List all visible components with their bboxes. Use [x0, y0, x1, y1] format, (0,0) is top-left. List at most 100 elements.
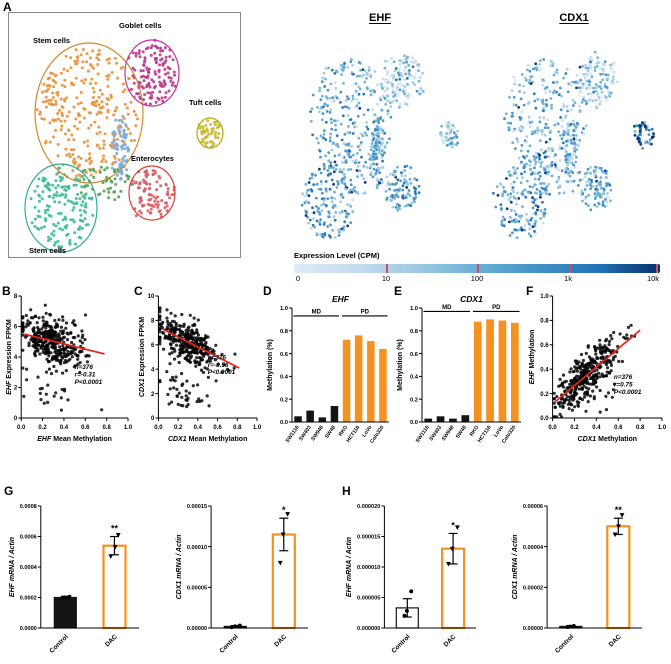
svg-text:*: * [282, 505, 286, 515]
tsne-cluster-plot: Stem cells Goblet cells Tuft cells Enterocy… [8, 12, 241, 258]
svg-text:4: 4 [151, 367, 155, 373]
feature-points-ehf [300, 54, 460, 239]
svg-text:CDX1 mRNA / Actin: CDX1 mRNA / Actin [176, 535, 183, 600]
svg-text:Goblet cells: Goblet cells [119, 21, 162, 30]
svg-text:n=376: n=376 [614, 374, 633, 381]
svg-text:1.0: 1.0 [280, 306, 288, 312]
svg-text:DAC: DAC [104, 633, 119, 648]
panel-label-f: F [526, 284, 534, 298]
svg-text:0.0: 0.0 [17, 425, 26, 431]
svg-text:EHF: EHF [332, 294, 350, 304]
svg-text:8: 8 [14, 294, 18, 300]
svg-text:RKO: RKO [338, 425, 350, 438]
svg-text:10: 10 [148, 294, 155, 300]
svg-text:2: 2 [14, 386, 18, 392]
panel-label-g: G [4, 484, 14, 498]
scatter-ehf-expression-vs-methylation: 0.0 0.2 0.4 0.6 0.8 1.0 0 2 4 6 8 EHF Mean Methylat… [6, 294, 133, 443]
colorbar-tick-mark [385, 264, 388, 273]
svg-text:Tuft cells: Tuft cells [189, 98, 221, 107]
svg-text:P<0.0001: P<0.0001 [614, 389, 642, 396]
scatter-ehf-vs-cdx1-methylation: 0.0 0.2 0.4 0.6 0.8 1.0 0.0 0.2 0.4 0.6 0.8 1.0 CDX1… [529, 294, 667, 443]
svg-text:r=-0.31: r=-0.31 [75, 372, 96, 379]
svg-text:0.00000: 0.00000 [187, 626, 207, 632]
svg-text:1.0: 1.0 [124, 425, 133, 431]
expression-colorbar [294, 264, 660, 273]
svg-text:Methylation (%): Methylation (%) [267, 339, 274, 391]
svg-text:0.00015: 0.00015 [187, 504, 207, 510]
svg-text:Methylation (%): Methylation (%) [397, 339, 404, 391]
panel-label-a: A [3, 0, 12, 14]
svg-text:1.0: 1.0 [410, 306, 418, 312]
colorbar-tick-100: 100 [470, 274, 484, 283]
svg-text:0: 0 [151, 416, 155, 422]
svg-text:MD: MD [312, 309, 322, 315]
colorbar-tick-mark [568, 264, 571, 273]
svg-text:0.8: 0.8 [410, 329, 419, 335]
scatter-cdx1-expression-vs-methylation: 0.0 0.2 0.4 0.6 0.8 1.0 0 2 4 6 8 10 CDX1 Mean Methy… [139, 294, 262, 443]
svg-text:0.0000: 0.0000 [20, 626, 37, 632]
svg-text:**: ** [111, 524, 119, 534]
svg-text:0.000015: 0.000015 [357, 535, 380, 541]
svg-text:r=0.75: r=0.75 [614, 381, 633, 388]
svg-text:SW1116: SW1116 [415, 425, 431, 444]
svg-text:SW48: SW48 [324, 425, 337, 440]
svg-text:Control: Control [218, 633, 239, 654]
svg-text:0.00002: 0.00002 [523, 586, 543, 592]
svg-text:r=-0.56: r=-0.56 [208, 362, 229, 369]
svg-text:RKO: RKO [469, 425, 481, 438]
svg-text:0.4: 0.4 [540, 367, 549, 373]
svg-text:0.00010: 0.00010 [187, 545, 207, 551]
svg-text:0.6: 0.6 [410, 352, 419, 358]
svg-text:0.0008: 0.0008 [20, 504, 37, 510]
bar-chart-cdx1-mrna-dac-g: 0.00000 0.00005 0.00010 0.00015 Control DAC * C… [176, 504, 308, 655]
svg-text:Enterocytes: Enterocytes [131, 154, 174, 163]
svg-text:**: ** [615, 505, 623, 515]
svg-text:0.00005: 0.00005 [187, 586, 207, 592]
svg-text:CDX1 Mean Methylation: CDX1 Mean Methylation [168, 436, 247, 443]
svg-text:EHF Methylation: EHF Methylation [529, 330, 536, 385]
panel-label-c: C [134, 284, 143, 298]
svg-text:CDX1: CDX1 [460, 294, 483, 304]
svg-text:Control: Control [390, 633, 411, 654]
svg-text:0.0: 0.0 [280, 420, 288, 426]
panel-label-h: H [342, 484, 351, 498]
svg-text:0.8: 0.8 [280, 329, 289, 335]
svg-text:Control: Control [48, 633, 69, 654]
svg-text:0.2: 0.2 [38, 425, 47, 431]
svg-text:0.6: 0.6 [81, 425, 90, 431]
colorbar-tick-10: 10 [381, 274, 391, 283]
colorbar-tick-10k: 10k [646, 274, 660, 283]
svg-text:PD: PD [361, 309, 370, 315]
bar-chart-ehf-mrna-dac-h: 0.000000 0.000005 0.000010 0.000015 0.000020… [346, 504, 476, 655]
colorbar-label: Expression Level (CPM) [294, 251, 380, 260]
svg-text:EHF Expression FPKM: EHF Expression FPKM [6, 319, 13, 395]
svg-text:2: 2 [151, 392, 155, 398]
tsne-points: Stem cells Goblet cells Tuft cells Enterocy… [24, 21, 224, 255]
svg-text:n=376: n=376 [208, 354, 227, 361]
bar-chart-ehf-mrna-dac-g: 0.0000 0.0002 0.0004 0.0006 0.0008 Control DAC… [9, 504, 139, 655]
feature-title-ehf: EHF [369, 12, 391, 24]
svg-text:EHF mRNA / Actin: EHF mRNA / Actin [346, 537, 353, 597]
svg-text:0.0004: 0.0004 [20, 565, 38, 571]
svg-text:*: * [451, 520, 455, 530]
svg-text:0.4: 0.4 [280, 375, 289, 381]
svg-text:SW948: SW948 [310, 425, 325, 442]
svg-text:0.6: 0.6 [280, 352, 289, 358]
svg-text:EHF Mean Methylation: EHF Mean Methylation [37, 436, 112, 443]
svg-text:4: 4 [14, 355, 18, 361]
svg-text:1.0: 1.0 [658, 425, 667, 431]
svg-text:8: 8 [151, 319, 155, 325]
svg-text:1.0: 1.0 [540, 294, 549, 300]
svg-text:0.8: 0.8 [540, 319, 549, 325]
svg-text:0.00000: 0.00000 [523, 626, 543, 632]
svg-text:CDX1 Expression FPKM: CDX1 Expression FPKM [139, 317, 146, 397]
panel-label-e: E [394, 284, 403, 298]
svg-text:0.4: 0.4 [592, 425, 601, 431]
svg-text:DAC: DAC [273, 633, 288, 648]
svg-text:0.4: 0.4 [60, 425, 69, 431]
svg-text:0.4: 0.4 [194, 425, 203, 431]
svg-text:SW948: SW948 [441, 425, 456, 442]
